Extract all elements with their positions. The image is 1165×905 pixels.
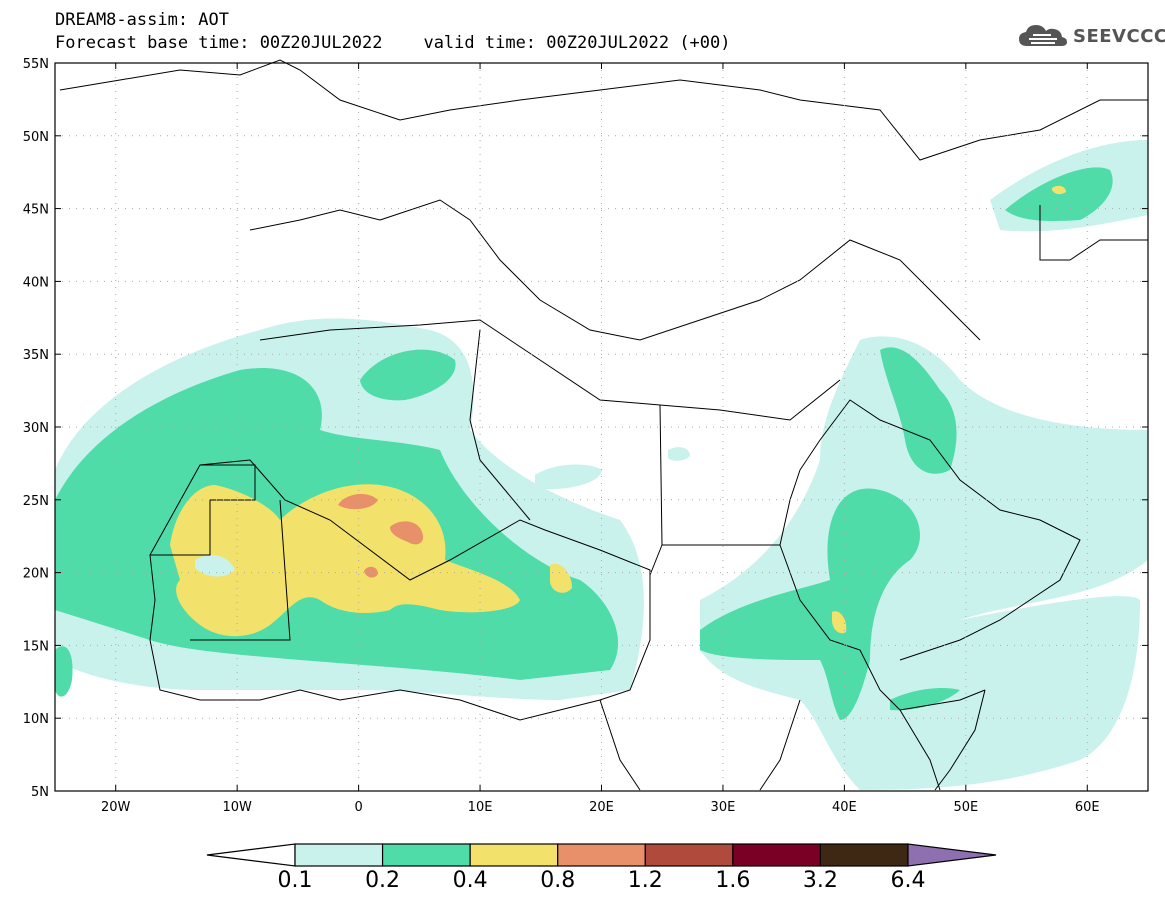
- lon-tick-label: 40E: [832, 800, 857, 815]
- aot-contour-0.2: [1005, 167, 1113, 221]
- aot-contour-0.4: [832, 611, 847, 634]
- map-title: DREAM8-assim: AOT: [55, 10, 229, 30]
- colorbar: [206, 843, 997, 867]
- lat-ticks: 55N 50N 45N 40N 35N 30N 25N 20N 15N 10N 5N: [23, 57, 1148, 800]
- aot-contour-0.8: [390, 521, 424, 545]
- aot-contour-0.2: [360, 349, 456, 401]
- colorbar-label: 0.1: [277, 868, 313, 893]
- seevccc-logo: SEEVCCC: [1017, 22, 1165, 50]
- lat-tick-label: 25N: [23, 494, 49, 509]
- forecast-time-line: Forecast base time: 00Z20JUL2022 valid t…: [55, 33, 731, 53]
- lat-tick-label: 10N: [23, 712, 49, 727]
- aot-contour-0.1: [535, 464, 602, 490]
- aot-contour-0.4: [1052, 185, 1066, 195]
- lat-tick-label: 50N: [23, 130, 49, 145]
- cloud-icon: [1019, 25, 1067, 46]
- lon-ticks: 20W 10W 0 10E 20E 30E 40E 50E 60E: [101, 63, 1100, 815]
- aot-contour-0.2: [890, 688, 960, 711]
- aot-contour-0.2: [700, 488, 920, 720]
- aot-contour-0.4: [195, 555, 235, 577]
- lat-tick-label: 35N: [23, 348, 49, 363]
- lon-tick-label: 0: [354, 800, 362, 815]
- lat-tick-label: 30N: [23, 421, 49, 436]
- lon-tick-label: 10E: [468, 800, 493, 815]
- logo-text: SEEVCCC: [1073, 25, 1165, 47]
- colorbar-extend-low: [206, 843, 296, 867]
- aot-contour-0.2: [55, 646, 73, 697]
- aot-field: [55, 140, 1148, 790]
- colorbar-swatch: [469, 843, 559, 867]
- lat-tick-label: 55N: [23, 57, 49, 72]
- colorbar-swatch: [732, 843, 822, 867]
- lat-tick-label: 40N: [23, 275, 49, 290]
- colorbar-label: 3.2: [802, 868, 838, 893]
- aot-contour-0.8: [338, 493, 378, 510]
- colorbar-label: 1.6: [715, 868, 751, 893]
- lon-tick-label: 20W: [101, 800, 131, 815]
- colorbar-swatch: [381, 843, 471, 867]
- colorbar-label: 0.2: [365, 868, 401, 893]
- colorbar-label: 1.2: [627, 868, 663, 893]
- colorbar-swatch: [294, 843, 384, 867]
- colorbar-label: 0.4: [452, 868, 488, 893]
- aot-contour-0.4: [550, 563, 572, 593]
- lon-tick-label: 10W: [222, 800, 252, 815]
- aot-contour-0.1: [668, 447, 690, 461]
- colorbar-extend-high: [907, 843, 997, 867]
- country-borders: [59, 59, 1148, 791]
- colorbar-label: 6.4: [890, 868, 926, 893]
- lon-tick-label: 20E: [589, 800, 614, 815]
- aot-contour-0.4: [170, 484, 520, 637]
- colorbar-swatch: [644, 843, 734, 867]
- colorbar-swatch: [557, 843, 646, 867]
- lon-tick-label: 50E: [953, 800, 978, 815]
- aot-contour-0.2: [880, 347, 957, 474]
- lon-tick-label: 30E: [711, 800, 736, 815]
- aot-contour-0.1: [700, 336, 1148, 790]
- lat-tick-label: 20N: [23, 567, 49, 582]
- lat-tick-label: 5N: [31, 785, 49, 800]
- lon-tick-label: 60E: [1075, 800, 1100, 815]
- colorbar-label: 0.8: [540, 868, 576, 893]
- lat-tick-label: 45N: [23, 203, 49, 218]
- graticule: [55, 63, 1148, 791]
- lat-tick-label: 15N: [23, 639, 49, 654]
- colorbar-swatch: [819, 843, 909, 867]
